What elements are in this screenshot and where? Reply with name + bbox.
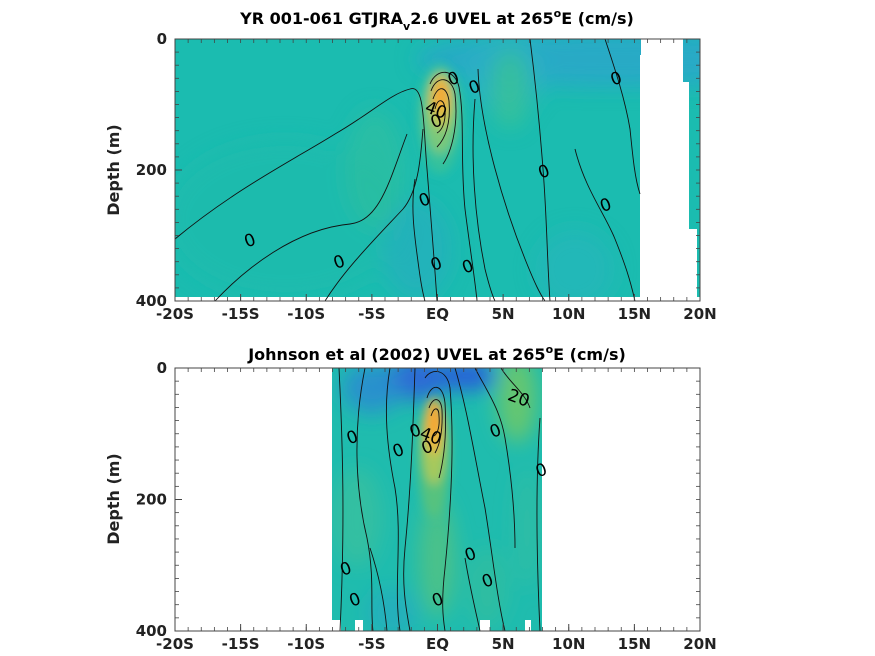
panel-top-title: YR 001-061 GTJRAv2.6 UVEL at 265oE (cm/s…	[239, 7, 634, 33]
y-tick-label: 400	[136, 292, 167, 310]
x-tick-label: -15S	[222, 635, 260, 653]
panel-top-ylabel: Depth (m)	[104, 124, 123, 216]
panel-bottom: Johnson et al (2002) UVEL at 265oE (cm/s…	[104, 343, 717, 653]
missing-data	[332, 620, 531, 631]
x-tick-label: -10S	[287, 305, 325, 323]
x-tick-label: 20N	[683, 635, 716, 653]
panel-bottom-title: Johnson et al (2002) UVEL at 265oE (cm/s…	[247, 343, 626, 364]
y-tick-label: 0	[157, 30, 167, 48]
x-tick-label: EQ	[426, 305, 449, 323]
panel-bottom-axes: -20S -15S -10S -5S EQ 5N 10N 15N 20N 0 200 400	[136, 359, 717, 653]
x-tick-label: 10N	[552, 305, 585, 323]
y-tick-label: 400	[136, 622, 167, 640]
x-tick-label: 20N	[683, 305, 716, 323]
x-tick-label: 15N	[618, 305, 651, 323]
x-tick-label: 5N	[492, 305, 515, 323]
panel-bottom-ylabel: Depth (m)	[104, 453, 123, 545]
x-tick-label: 5N	[492, 635, 515, 653]
contour-lines	[175, 39, 641, 301]
contour-lines	[338, 368, 541, 631]
x-tick-label: EQ	[426, 635, 449, 653]
x-tick-label: 15N	[618, 635, 651, 653]
field-blobs	[175, 39, 700, 301]
y-tick-label: 200	[136, 161, 167, 179]
y-tick-label: 200	[136, 491, 167, 509]
x-tick-label: 10N	[552, 635, 585, 653]
observed-data-region	[332, 368, 542, 631]
x-tick-label: -20S	[156, 635, 194, 653]
panel-top-axes: -20S -15S -10S -5S EQ 5N 10N 15N 20N 0 200 400	[136, 30, 717, 323]
x-tick-label: -20S	[156, 305, 194, 323]
x-tick-label: -10S	[287, 635, 325, 653]
x-tick-label: -5S	[358, 635, 385, 653]
x-tick-label: -15S	[222, 305, 260, 323]
y-tick-label: 0	[157, 359, 167, 377]
panel-top: YR 001-061 GTJRAv2.6 UVEL at 265oE (cm/s…	[104, 7, 717, 323]
x-tick-label: -5S	[358, 305, 385, 323]
